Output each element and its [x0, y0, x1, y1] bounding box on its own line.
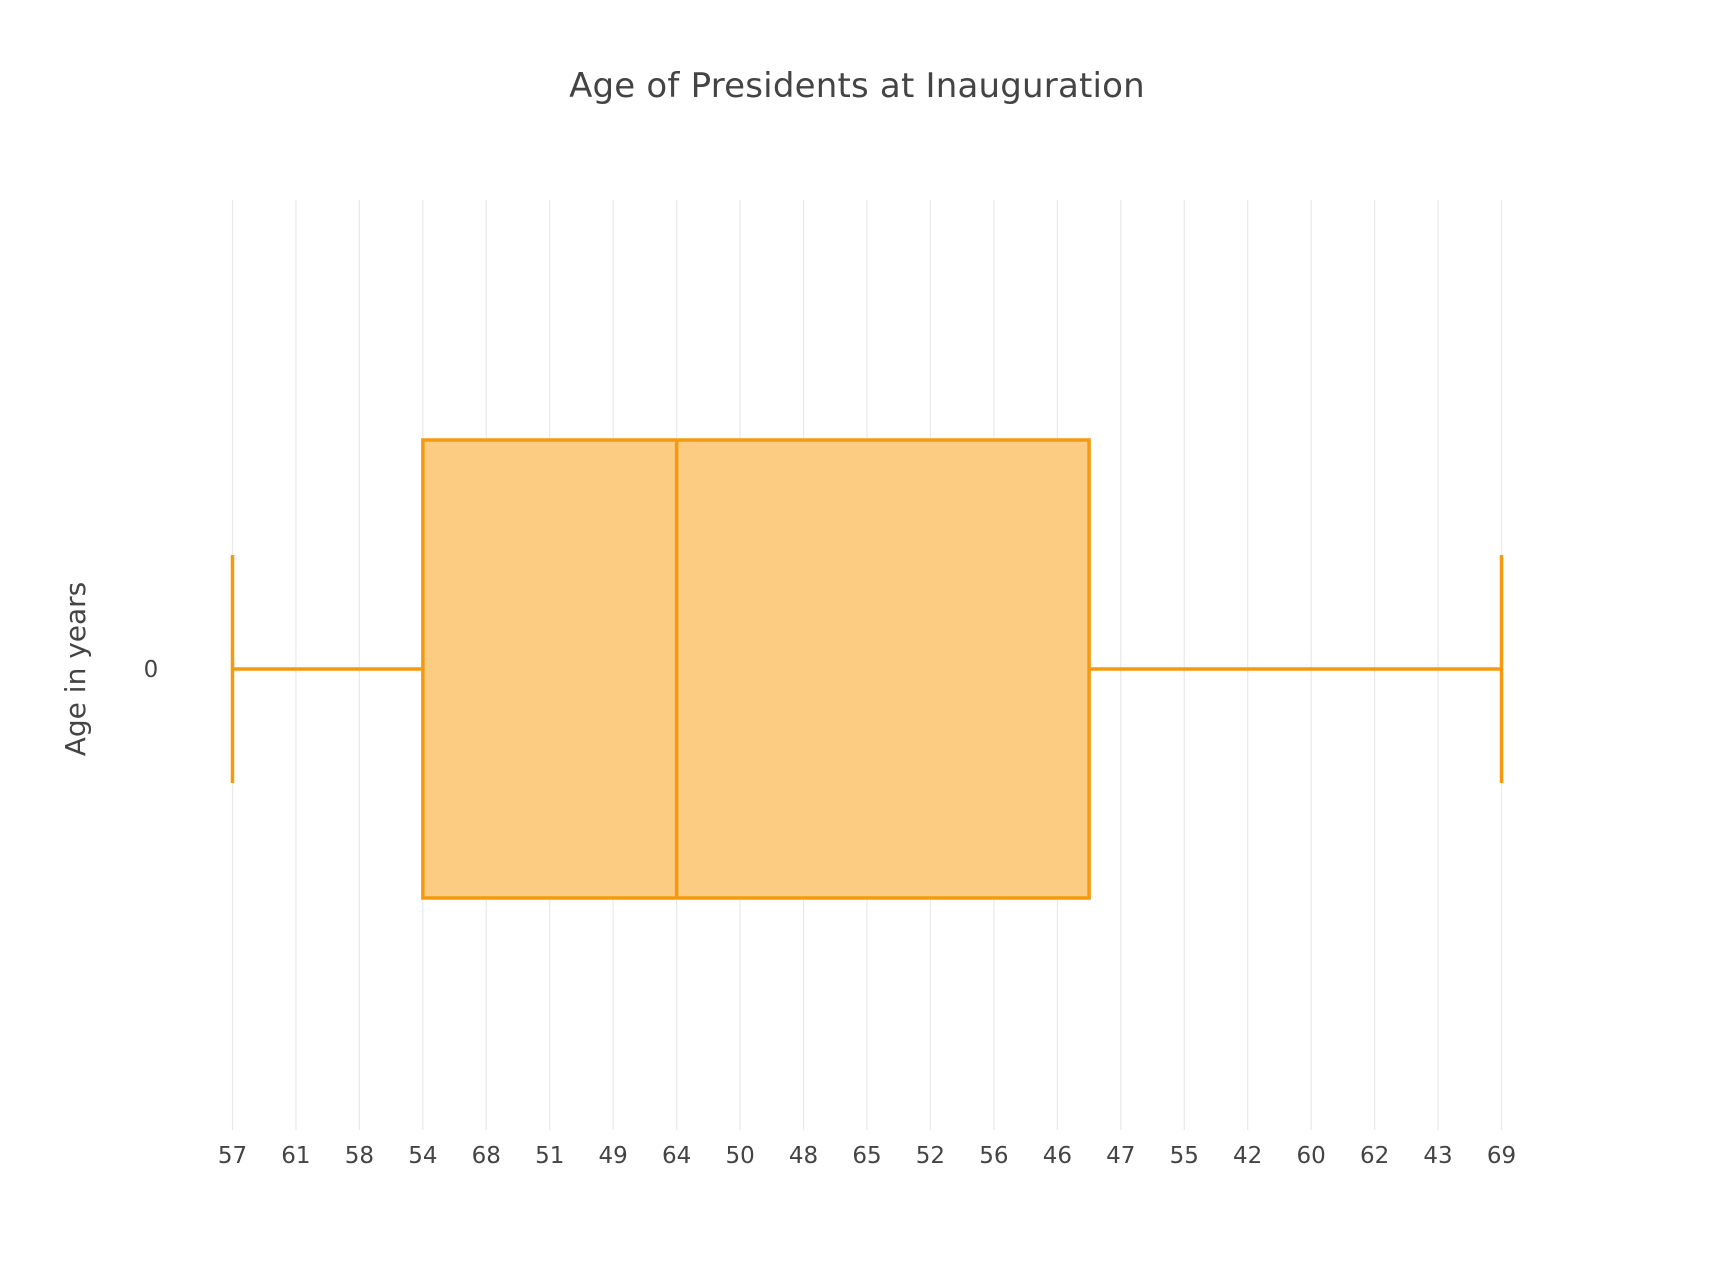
x-tick-label-68: 68	[472, 1143, 501, 1169]
x-tick-label-55: 55	[1170, 1143, 1199, 1169]
x-tick-label-48: 48	[789, 1143, 818, 1169]
x-tick-label-69: 69	[1487, 1143, 1516, 1169]
x-tick-label-51: 51	[535, 1143, 564, 1169]
x-tick-label-64: 64	[662, 1143, 691, 1169]
y-axis-title: Age in years	[59, 582, 92, 757]
x-tick-label-58: 58	[345, 1143, 374, 1169]
x-tick-label-46: 46	[1043, 1143, 1072, 1169]
x-tick-label-52: 52	[916, 1143, 945, 1169]
x-tick-label-62: 62	[1360, 1143, 1389, 1169]
x-tick-label-43: 43	[1423, 1143, 1452, 1169]
x-tick-label-42: 42	[1233, 1143, 1262, 1169]
box-iqr[interactable]	[421, 438, 1091, 900]
x-tick-label-50: 50	[725, 1143, 754, 1169]
y-tick-label: 0	[144, 657, 159, 683]
chart-title: Age of Presidents at Inauguration	[569, 66, 1145, 106]
x-tick-label-49: 49	[599, 1143, 628, 1169]
x-tick-label-54: 54	[408, 1143, 437, 1169]
x-tick-label-56: 56	[979, 1143, 1008, 1169]
x-tick-label-57: 57	[218, 1143, 247, 1169]
x-tick-label-47: 47	[1106, 1143, 1135, 1169]
x-tick-label-60: 60	[1297, 1143, 1326, 1169]
x-tick-label-61: 61	[281, 1143, 310, 1169]
x-tick-label-65: 65	[852, 1143, 881, 1169]
